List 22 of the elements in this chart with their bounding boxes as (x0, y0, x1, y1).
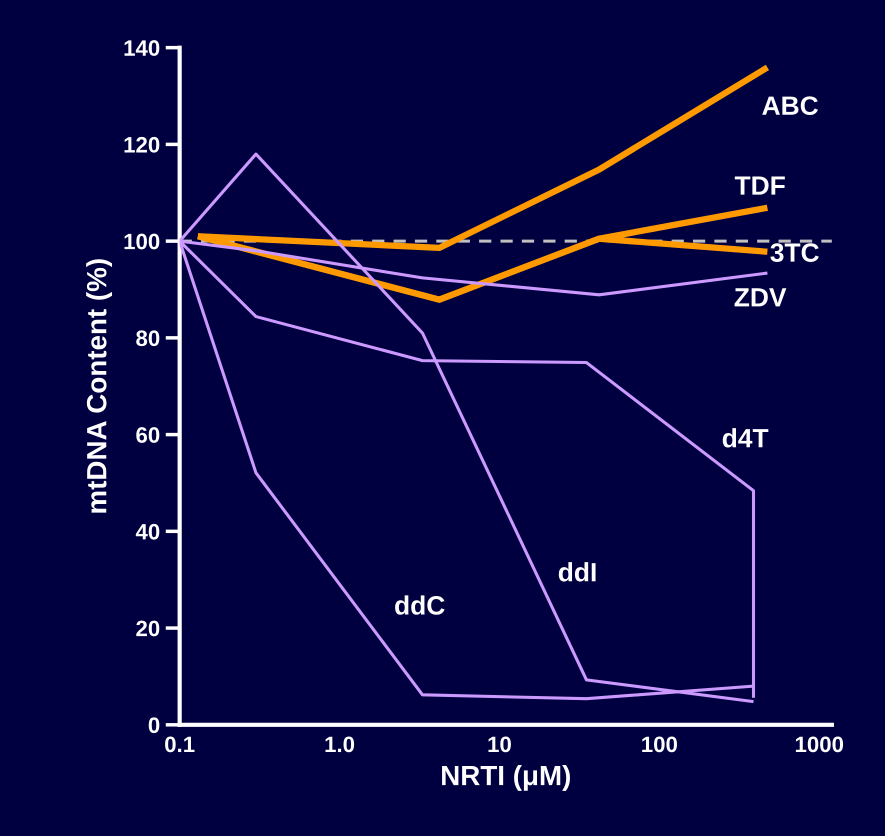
series-label: 3TC (770, 243, 819, 262)
series-label: d4T (722, 428, 768, 448)
x-axis-title: NRTI (μM) (442, 764, 570, 791)
y-tick-label: 80 (136, 330, 160, 346)
series-label: ddI (558, 562, 596, 582)
series-label: TDF (734, 176, 785, 195)
y-tick-label: 0 (148, 717, 160, 734)
y-tick-label: 140 (124, 40, 160, 56)
series-label: ZDV (734, 288, 786, 306)
y-tick-label: 40 (136, 524, 160, 540)
series-label: ddC (395, 595, 445, 615)
y-tick-label: 60 (136, 427, 160, 443)
x-tick-label: 0.1 (165, 736, 194, 752)
y-tick-label: 120 (124, 136, 160, 153)
x-tick-label: 100 (642, 736, 677, 752)
series-label: ABC (762, 96, 818, 116)
y-tick-label: 100 (124, 234, 160, 250)
x-tick-label: 10 (488, 736, 511, 752)
x-tick-label: 1000 (796, 736, 844, 752)
y-axis-title: mtDNA Content (%) (86, 259, 112, 513)
y-tick-label: 20 (136, 620, 160, 636)
x-tick-label: 1.0 (326, 736, 354, 752)
